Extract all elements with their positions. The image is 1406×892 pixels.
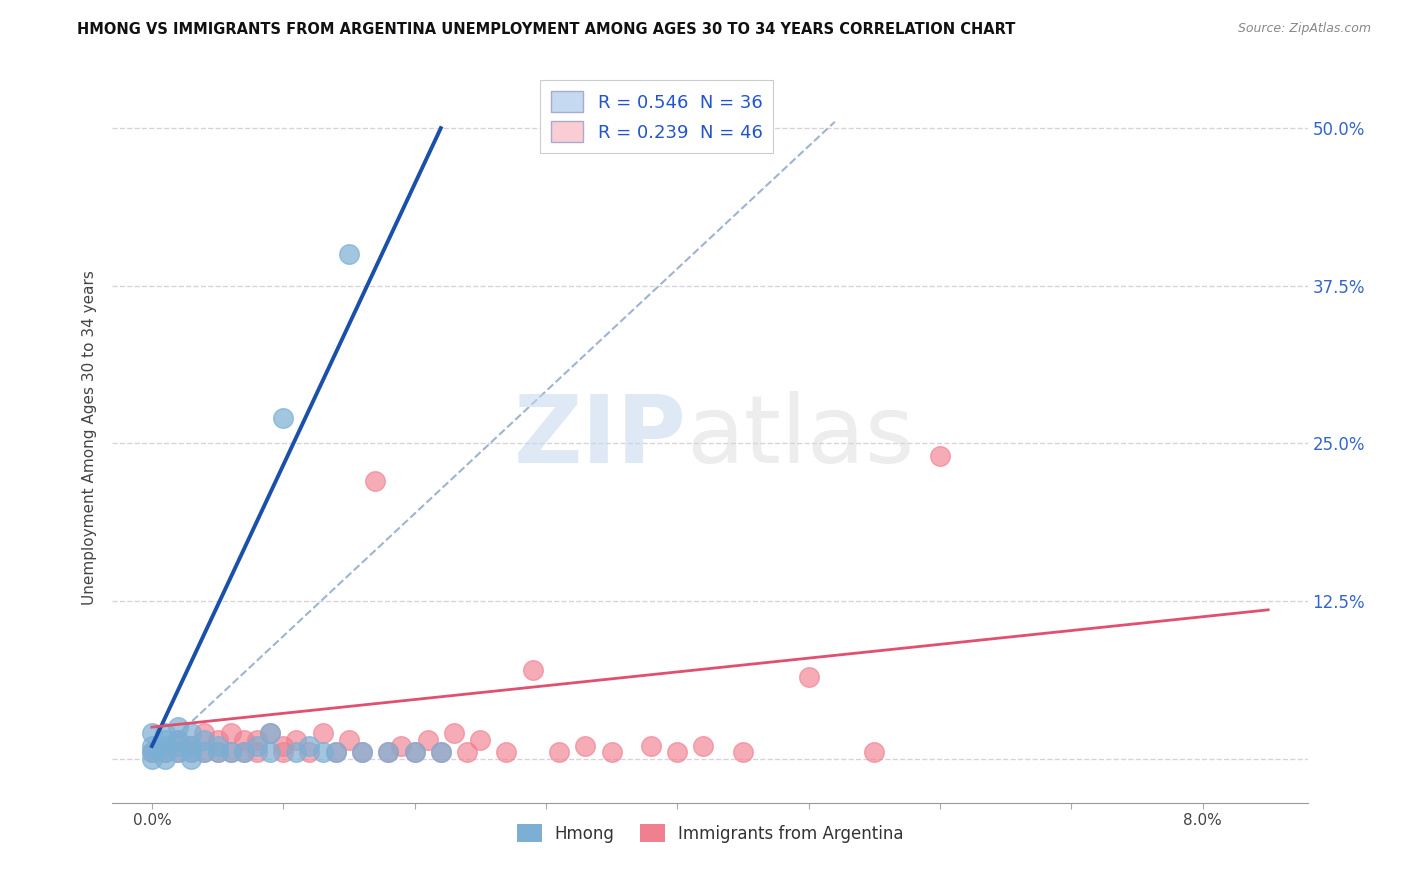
Point [350,745,373,759]
Point [207,745,229,759]
Point [193,732,215,747]
Point [863,745,886,759]
Point [470,732,492,747]
Point [456,745,478,759]
Point [219,745,242,759]
Point [495,745,517,759]
Point [377,745,399,759]
Point [219,726,242,740]
Point [271,411,294,425]
Point [180,739,202,753]
Point [731,745,754,759]
Point [167,732,190,747]
Point [246,745,269,759]
Point [167,745,190,759]
Point [797,670,820,684]
Point [574,739,596,753]
Point [404,745,426,759]
Point [180,745,202,759]
Point [311,745,333,759]
Point [219,745,242,759]
Point [193,726,215,740]
Point [430,745,453,759]
Point [207,732,229,747]
Point [259,726,281,740]
Point [232,745,254,759]
Point [548,745,571,759]
Point [141,739,163,753]
Point [298,739,321,753]
Point [193,745,215,759]
Point [377,745,399,759]
Point [311,726,333,740]
Point [153,752,176,766]
Point [430,745,453,759]
Point [180,745,202,759]
Point [928,449,950,463]
Text: ZIP: ZIP [513,391,686,483]
Point [325,745,347,759]
Point [285,732,308,747]
Point [232,745,254,759]
Point [350,745,373,759]
Point [416,732,439,747]
Point [522,664,544,678]
Point [337,732,360,747]
Point [141,745,163,759]
Point [692,739,714,753]
Point [666,745,689,759]
Point [246,739,269,753]
Point [404,745,426,759]
Point [298,745,321,759]
Point [167,732,190,747]
Legend: Hmong, Immigrants from Argentina: Hmong, Immigrants from Argentina [510,818,910,849]
Point [259,726,281,740]
Point [285,745,308,759]
Point [153,745,176,759]
Point [167,739,190,753]
Point [141,752,163,766]
Point [364,474,387,488]
Point [141,726,163,740]
Point [153,739,176,753]
Point [640,739,662,753]
Point [271,739,294,753]
Point [153,726,176,740]
Point [207,739,229,753]
Point [180,739,202,753]
Point [167,720,190,734]
Point [153,732,176,747]
Point [207,745,229,759]
Text: HMONG VS IMMIGRANTS FROM ARGENTINA UNEMPLOYMENT AMONG AGES 30 TO 34 YEARS CORREL: HMONG VS IMMIGRANTS FROM ARGENTINA UNEMP… [77,22,1015,37]
Point [259,745,281,759]
Point [153,745,176,759]
Point [389,739,412,753]
Point [232,732,254,747]
Point [443,726,465,740]
Text: Source: ZipAtlas.com: Source: ZipAtlas.com [1237,22,1371,36]
Point [180,726,202,740]
Point [167,745,190,759]
Y-axis label: Unemployment Among Ages 30 to 34 years: Unemployment Among Ages 30 to 34 years [82,269,97,605]
Point [325,745,347,759]
Point [246,732,269,747]
Text: atlas: atlas [686,391,914,483]
Point [600,745,623,759]
Point [180,752,202,766]
Point [193,745,215,759]
Point [271,745,294,759]
Point [141,745,163,759]
Point [337,247,360,261]
